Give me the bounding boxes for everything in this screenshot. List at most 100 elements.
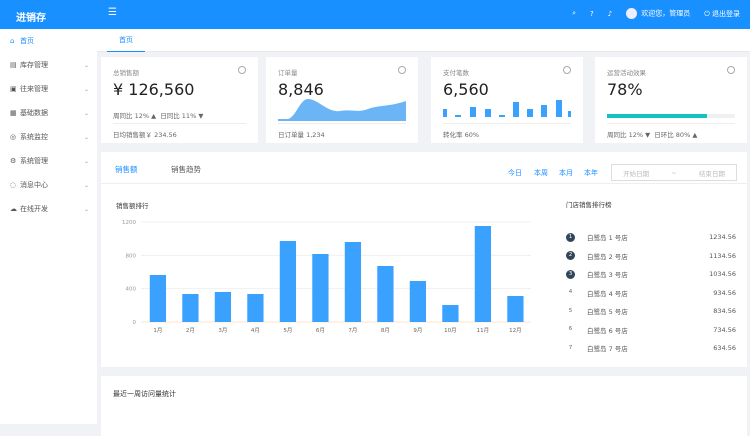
x-tick-label: 9月	[413, 327, 422, 334]
card-title: 订单量	[278, 69, 298, 77]
chevron-down-icon: ⌄	[83, 181, 89, 189]
menu-fold-icon[interactable]: ☰	[108, 7, 117, 18]
rank-item: 5 白鹭岛 5 号店 834.56	[566, 301, 736, 321]
bar	[149, 275, 167, 322]
date-range-picker[interactable]: 开始日期 ~ 结束日期	[611, 164, 737, 181]
welcome-text: 欢迎您，管理员	[641, 9, 691, 18]
chevron-down-icon: ⌄	[83, 61, 89, 69]
range-year[interactable]: 本年	[584, 169, 598, 177]
inventory-icon: ▤	[10, 61, 17, 69]
campaign-progress	[607, 114, 735, 118]
chevron-down-icon: ⌄	[83, 157, 89, 165]
store-sales: 634.56	[713, 344, 736, 352]
card-value: 6,560	[443, 80, 489, 99]
store-sales: 1234.56	[709, 233, 736, 241]
store-name: 白鹭岛 5 号店	[587, 308, 628, 316]
info-icon[interactable]	[727, 66, 735, 74]
card-payments: 支付笔数 6,560 转化率 60%	[431, 57, 583, 143]
day-compare: 日同比 11% ▼	[160, 112, 204, 120]
sidebar-item[interactable]: ◎ 系统监控 ⌄	[0, 125, 97, 149]
y-tick-label: 400	[126, 287, 137, 293]
store-name: 白鹭岛 7 号店	[587, 345, 628, 353]
card-footer: 转化率 60%	[443, 123, 571, 139]
rank-item: 3 白鹭岛 3 号店 1034.56	[566, 264, 736, 284]
sidebar-item-label: 在线开发	[20, 205, 48, 213]
payments-bar-chart	[443, 100, 571, 117]
store-name: 白鹭岛 4 号店	[587, 289, 628, 298]
range-today[interactable]: 今日	[508, 169, 522, 177]
rank-number: 6	[568, 326, 573, 332]
store-name: 白鹭岛 1 号店	[587, 234, 628, 242]
user-menu[interactable]: 欢迎您，管理员	[626, 8, 690, 19]
week-compare: 周同比 12% ▲	[113, 112, 157, 120]
store-sales: 834.56	[713, 307, 736, 315]
logo: 进销存	[16, 13, 46, 24]
sales-bar-chart: 0 400 800 1200 1月 2月 3月 4月 5月 6月 7月 8月 9月 10月 11月 12月	[122, 220, 531, 334]
sidebar: ⌂ 首页 ▤ 库存管理 ⌄ ▣ 往来管理 ⌄ ▦ 基础数据 ⌄ ◎ 系统监控 ⌄ ⚙ 系统管理 ⌄ ◌ 消息中心 ⌄ ☁…	[0, 29, 97, 424]
store-name: 白鹭岛 2 号店	[587, 252, 628, 261]
sidebar-item[interactable]: ▣ 往来管理 ⌄	[0, 77, 97, 101]
sidebar-item[interactable]: ▦ 基础数据 ⌄	[0, 101, 97, 125]
sidebar-item[interactable]: ⌂ 首页	[0, 29, 97, 53]
bar	[344, 242, 362, 322]
info-icon[interactable]	[398, 66, 406, 74]
bar	[182, 294, 199, 322]
rank-item: 7 白鹭岛 7 号店 634.56	[566, 338, 736, 358]
cloud-icon: ☁	[10, 205, 17, 213]
card-footer: 日均销售额￥ 234.56	[113, 123, 246, 139]
home-icon: ⌂	[10, 37, 15, 45]
message-icon: ◌	[10, 181, 17, 189]
end-date[interactable]: 结束日期	[698, 169, 725, 178]
card-title: 支付笔数	[443, 69, 469, 77]
week-compare: 周同比 12% ▼	[607, 131, 651, 139]
monitor-icon: ◎	[10, 133, 17, 141]
store-sales: 934.56	[713, 288, 736, 297]
store-name: 白鹭岛 3 号店	[587, 271, 628, 279]
store-sales: 1134.56	[709, 251, 736, 260]
sidebar-item[interactable]: ▤ 库存管理 ⌄	[0, 53, 97, 77]
store-sales: 1034.56	[709, 270, 736, 278]
bar	[279, 241, 297, 322]
day-compare: 日环比 80% ▲	[654, 131, 698, 139]
logout-button[interactable]: ⏻ 退出登录	[704, 9, 740, 18]
rank-number: 7	[568, 344, 573, 351]
info-icon[interactable]	[238, 66, 246, 74]
sidebar-item[interactable]: ⚙ 系统管理 ⌄	[0, 149, 97, 173]
search-icon[interactable]: ⌕	[572, 9, 577, 17]
bar	[507, 296, 524, 322]
card-orders: 订单量 8,846 日订单量 1,234	[266, 57, 418, 143]
card-value: 8,846	[278, 80, 324, 99]
card-value: 78%	[607, 80, 643, 99]
info-icon[interactable]	[563, 66, 571, 74]
start-date[interactable]: 开始日期	[623, 169, 650, 178]
card-campaign: 运营活动效果 78% 周同比 12% ▼ 日环比 80% ▲	[595, 57, 747, 143]
rank-number: 4	[568, 289, 573, 295]
bar	[474, 226, 492, 322]
rank-item: 1 白鹭岛 1 号店 1234.56	[566, 227, 736, 247]
sidebar-item-label: 消息中心	[20, 181, 48, 189]
bar	[377, 266, 394, 322]
sidebar-item-label: 系统管理	[20, 157, 48, 165]
range-week[interactable]: 本周	[534, 169, 548, 177]
tab-sales-trend[interactable]: 销售趋势	[171, 165, 201, 174]
rank-number: 3	[566, 269, 575, 279]
x-tick-label: 6月	[316, 327, 325, 334]
chart-title: 销售额排行	[116, 202, 149, 210]
sidebar-item[interactable]: ☁ 在线开发 ⌄	[0, 197, 97, 221]
rank-number: 1	[566, 232, 575, 242]
sidebar-item[interactable]: ◌ 消息中心 ⌄	[0, 173, 97, 197]
card-total-sales: 总销售额 ¥ 126,560 周同比 12% ▲ 日同比 11% ▼ 日均销售额…	[101, 57, 258, 143]
x-tick-label: 10月	[444, 327, 457, 334]
tab-sales[interactable]: 销售额	[109, 164, 144, 184]
sidebar-item-label: 首页	[20, 37, 34, 45]
x-tick-label: 7月	[348, 327, 357, 334]
help-icon[interactable]: ?	[590, 9, 594, 18]
range-month[interactable]: 本月	[559, 169, 573, 177]
x-tick-label: 3月	[218, 327, 227, 334]
store-name: 白鹭岛 6 号店	[587, 326, 628, 335]
tab-home[interactable]: 首页	[107, 29, 145, 52]
card-title: 运营活动效果	[607, 69, 646, 77]
store-sales: 734.56	[713, 325, 736, 334]
bell-icon[interactable]: ♪	[607, 9, 613, 18]
chevron-down-icon: ⌄	[83, 133, 89, 141]
